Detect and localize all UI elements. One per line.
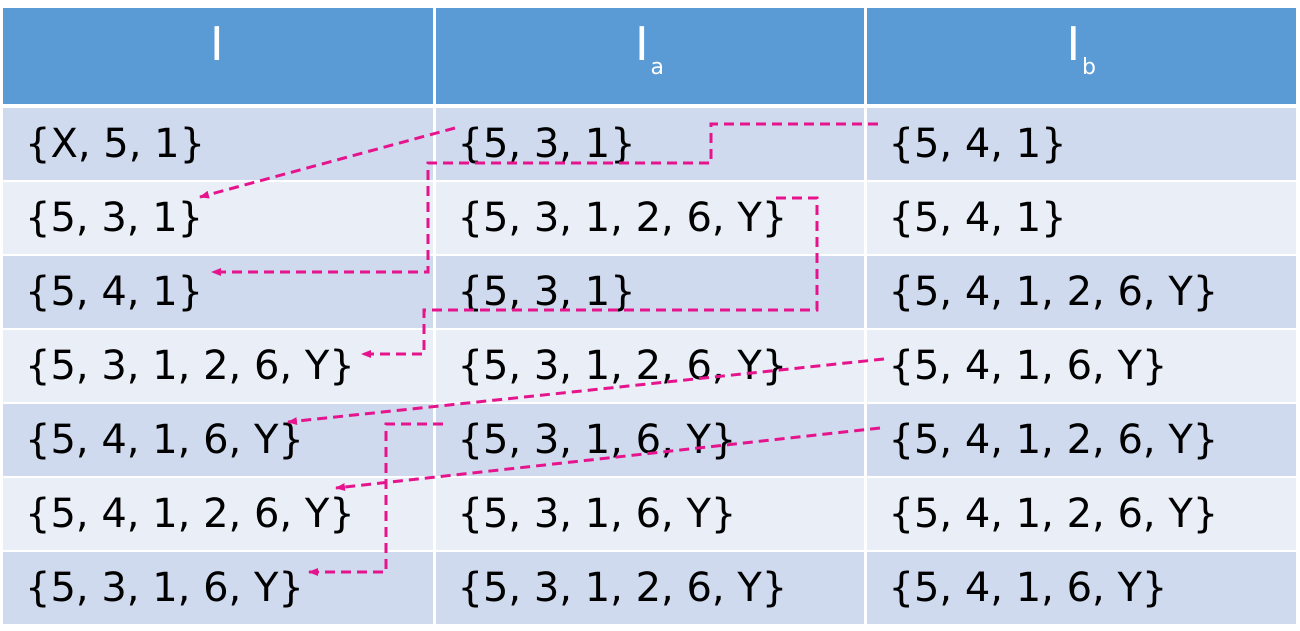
cell-ib: {5, 4, 1, 6, Y} — [865, 329, 1296, 404]
table-row: {5, 4, 1} {5, 3, 1} {5, 4, 1, 2, 6, Y} — [3, 255, 1296, 330]
header-ib: Ib — [865, 8, 1296, 108]
cell-ib: {5, 4, 1, 6, Y} — [865, 551, 1296, 626]
table-row: {5, 3, 1, 2, 6, Y} {5, 3, 1, 2, 6, Y} {5… — [3, 329, 1296, 404]
table-row: {X, 5, 1} {5, 3, 1} {5, 4, 1} — [3, 106, 1296, 182]
cell-i: {X, 5, 1} — [3, 106, 436, 182]
table-row: {5, 4, 1, 2, 6, Y} {5, 3, 1, 6, Y} {5, 4… — [3, 477, 1296, 552]
header-row: I Ia Ib — [3, 8, 1296, 108]
header-ia: Ia — [434, 8, 867, 108]
cell-ib: {5, 4, 1, 2, 6, Y} — [865, 255, 1296, 330]
cell-ia: {5, 3, 1, 2, 6, Y} — [434, 551, 867, 626]
cell-i: {5, 3, 1, 2, 6, Y} — [3, 329, 436, 404]
merge-table: I Ia Ib {X, 5, 1} {5, 3, 1} {5, 4, 1} {5… — [3, 8, 1296, 626]
cell-i: {5, 4, 1, 6, Y} — [3, 403, 436, 478]
cell-ib: {5, 4, 1} — [865, 181, 1296, 256]
cell-i: {5, 3, 1} — [3, 181, 436, 256]
cell-ia: {5, 3, 1, 2, 6, Y} — [434, 181, 867, 256]
table-row: {5, 3, 1} {5, 3, 1, 2, 6, Y} {5, 4, 1} — [3, 181, 1296, 256]
cell-ia: {5, 3, 1, 6, Y} — [434, 477, 867, 552]
cell-i: {5, 4, 1, 2, 6, Y} — [3, 477, 436, 552]
table-row: {5, 4, 1, 6, Y} {5, 3, 1, 6, Y} {5, 4, 1… — [3, 403, 1296, 478]
cell-ia: {5, 3, 1} — [434, 255, 867, 330]
cell-ia: {5, 3, 1} — [434, 106, 867, 182]
cell-ia: {5, 3, 1, 2, 6, Y} — [434, 329, 867, 404]
cell-i: {5, 4, 1} — [3, 255, 436, 330]
cell-ib: {5, 4, 1, 2, 6, Y} — [865, 477, 1296, 552]
cell-ib: {5, 4, 1} — [865, 106, 1296, 182]
cell-i: {5, 3, 1, 6, Y} — [3, 551, 436, 626]
cell-ia: {5, 3, 1, 6, Y} — [434, 403, 867, 478]
table-row: {5, 3, 1, 6, Y} {5, 3, 1, 2, 6, Y} {5, 4… — [3, 551, 1296, 626]
cell-ib: {5, 4, 1, 2, 6, Y} — [865, 403, 1296, 478]
header-i: I — [3, 8, 436, 108]
